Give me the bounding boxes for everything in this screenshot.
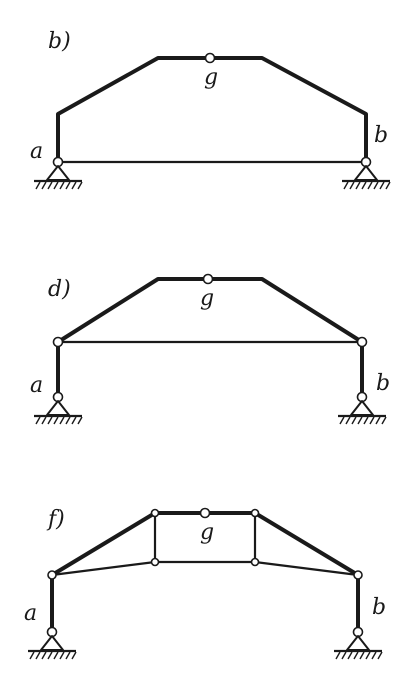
- hinge-g-d: [202, 273, 214, 285]
- support-b-f: [334, 626, 383, 660]
- hinge-low-left-f: [150, 557, 160, 567]
- figure-f: f) g a: [24, 507, 386, 660]
- figure-b: b) g a: [30, 29, 391, 190]
- hinge-g-b: [204, 52, 216, 64]
- label-a-f: a: [24, 601, 37, 626]
- support-a-d: [34, 391, 83, 425]
- hinge-low-right-f: [250, 557, 260, 567]
- support-a-b: [34, 156, 83, 190]
- hinge-left-f: [47, 570, 57, 580]
- hinge-right-f: [353, 570, 363, 580]
- label-b-b: b: [374, 123, 388, 148]
- support-b-d: [338, 391, 387, 425]
- hinge-top-left-f: [150, 508, 160, 518]
- support-a-f: [28, 626, 77, 660]
- label-g-f: g: [200, 520, 214, 545]
- hinge-left-d: [52, 336, 64, 348]
- hinge-g-f: [199, 507, 211, 519]
- label-a-d: a: [30, 373, 43, 398]
- hinge-right-d: [356, 336, 368, 348]
- label-b-f: b: [372, 595, 386, 620]
- figure-b-title: b): [48, 29, 71, 54]
- label-g-b: g: [204, 65, 218, 90]
- label-b-d: b: [376, 371, 390, 396]
- hinge-top-right-f: [250, 508, 260, 518]
- figure-d-title: d): [48, 277, 71, 302]
- figure-f-title: f): [46, 507, 65, 532]
- lower-chord-f: [50, 560, 360, 577]
- figure-d: d) g a: [30, 273, 390, 425]
- support-b-b: [342, 156, 391, 190]
- label-g-d: g: [200, 286, 214, 311]
- label-a-b: a: [30, 139, 43, 164]
